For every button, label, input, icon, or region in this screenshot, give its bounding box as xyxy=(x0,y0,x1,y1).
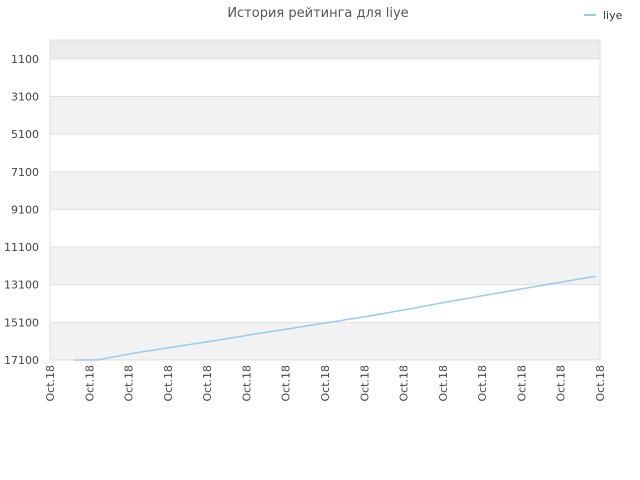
x-tick-label: Oct.18 xyxy=(594,365,607,402)
plot-band xyxy=(50,209,600,248)
x-tick-label: Oct.18 xyxy=(398,365,411,402)
y-tick-label: 13100 xyxy=(4,279,39,292)
x-tick-label: Oct.18 xyxy=(358,365,371,402)
x-tick-label: Oct.18 xyxy=(555,365,568,402)
plot-band xyxy=(50,171,600,210)
plot-border xyxy=(49,39,601,361)
plot-band xyxy=(50,40,600,59)
x-tick-label: Oct.18 xyxy=(123,365,136,402)
x-tick-label: Oct.18 xyxy=(476,365,489,402)
plot-background xyxy=(50,40,600,360)
y-tick-label: 15100 xyxy=(4,316,39,329)
plot-band xyxy=(50,134,600,172)
y-tick-label: 5100 xyxy=(11,128,39,141)
y-tick-label: 1100 xyxy=(11,53,39,66)
y-tick-label: 7100 xyxy=(11,166,39,179)
x-tick-label: Oct.18 xyxy=(437,365,450,402)
chart-title: История рейтинга для liye xyxy=(227,6,408,21)
y-tick-label: 17100 xyxy=(4,354,39,367)
y-tick-label: 3100 xyxy=(11,90,39,103)
x-tick-label: Oct.18 xyxy=(83,365,96,402)
x-tick-label: Oct.18 xyxy=(44,365,57,402)
y-axis: 1100 3100 5100 7100 9100 11100 13100 15100 17100 xyxy=(4,53,39,367)
x-tick-label: Oct.18 xyxy=(515,365,528,402)
x-tick-label: Oct.18 xyxy=(201,365,214,402)
plot-band xyxy=(50,96,600,135)
x-tick-label: Oct.18 xyxy=(240,365,253,402)
x-tick-label: Oct.18 xyxy=(319,365,332,402)
plot-band xyxy=(50,247,600,285)
x-tick-label: Oct.18 xyxy=(280,365,293,402)
legend-label-liye: liye xyxy=(603,9,623,22)
x-axis: Oct.18 Oct.18 Oct.18 Oct.18 Oct.18 Oct.18 Oct.… xyxy=(44,365,607,402)
y-tick-label: 9100 xyxy=(11,203,39,216)
plot-band xyxy=(50,58,600,97)
plot-band xyxy=(50,322,600,360)
legend: liye xyxy=(584,9,623,22)
x-tick-label: Oct.18 xyxy=(162,365,175,402)
y-tick-label: 11100 xyxy=(4,241,39,254)
series-line-liye xyxy=(73,275,597,361)
series-group xyxy=(73,275,597,361)
grid-lines xyxy=(49,39,601,361)
